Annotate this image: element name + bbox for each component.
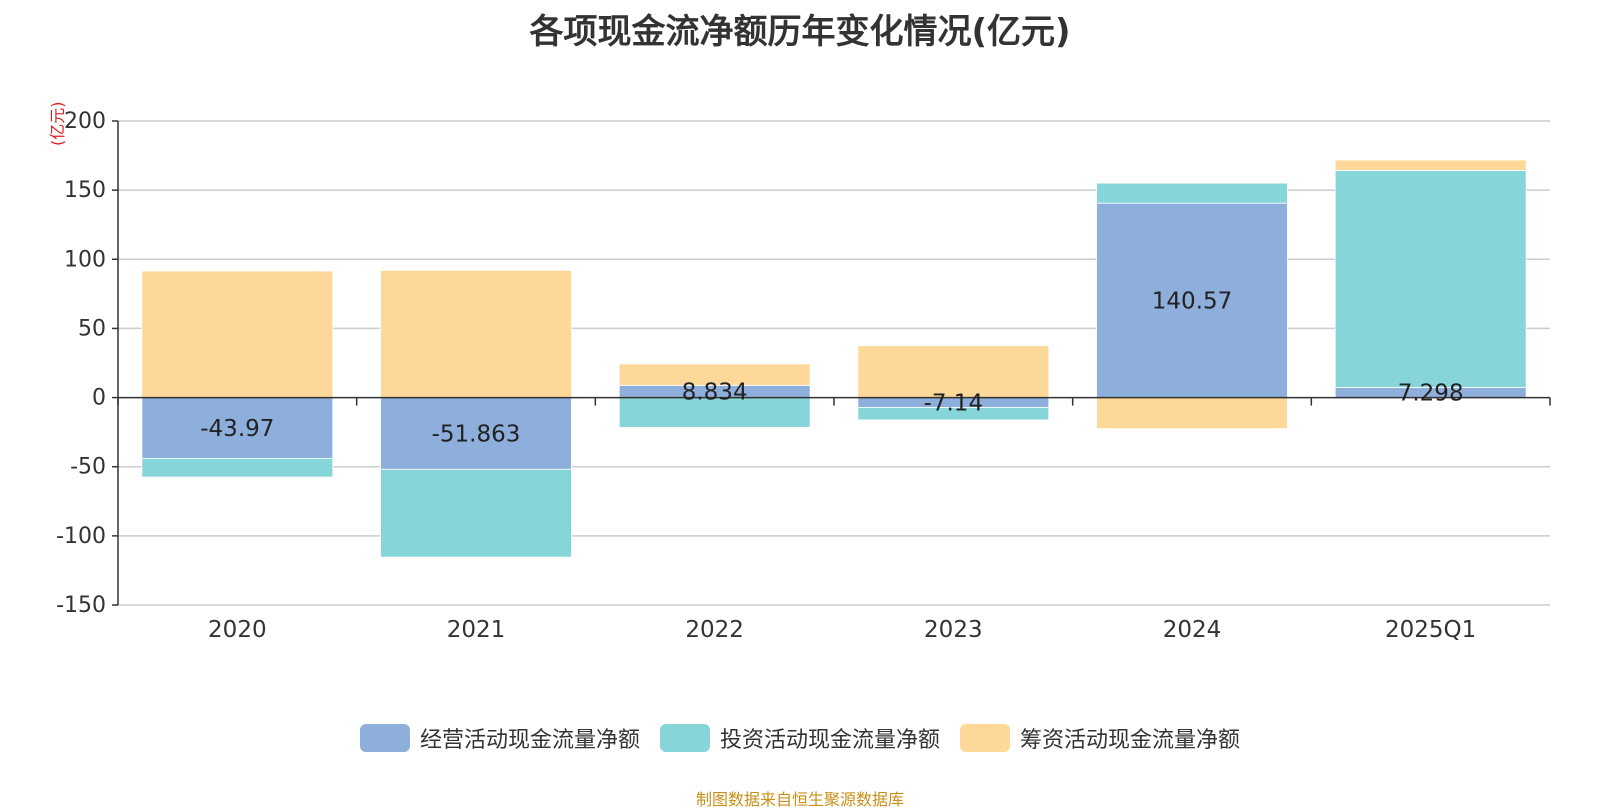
bar-series1-2021[interactable] bbox=[380, 468, 572, 558]
x-tick-label: 2024 bbox=[1163, 617, 1222, 643]
legend-label-financing: 筹资活动现金流量净额 bbox=[1020, 728, 1241, 753]
legend-item-investing[interactable]: 投资活动现金流量净额 bbox=[659, 722, 940, 754]
bar-series0-2021[interactable] bbox=[380, 397, 572, 470]
data-label: 140.57 bbox=[1152, 288, 1232, 314]
x-tick-label: 2023 bbox=[924, 617, 983, 643]
legend: 经营活动现金流量净额 投资活动现金流量净额 筹资活动现金流量净额 bbox=[0, 722, 1600, 754]
legend-label-investing: 投资活动现金流量净额 bbox=[719, 728, 940, 753]
legend-label-operating: 经营活动现金流量净额 bbox=[419, 728, 640, 753]
legend-swatch-operating bbox=[359, 724, 410, 752]
y-tick-label: 0 bbox=[92, 386, 106, 411]
axes: 200 150 100 50 0 -50 -100 -150 2020 2021 2022 2023 2… bbox=[56, 109, 1551, 643]
bar-series2-2020[interactable] bbox=[141, 270, 334, 398]
y-tick-label: -50 bbox=[70, 455, 106, 480]
y-tick-label: 100 bbox=[64, 247, 106, 272]
grid-lines bbox=[118, 120, 1550, 606]
data-label: 7.298 bbox=[1398, 381, 1464, 407]
x-tick-label: 2025Q1 bbox=[1385, 617, 1476, 643]
data-label: -51.863 bbox=[432, 421, 521, 447]
bar-series2-2025Q1[interactable] bbox=[1334, 159, 1527, 171]
data-labels: -43.97 -51.863 8.834 -7.14 140.57 7.298 bbox=[200, 288, 1463, 447]
bar-series1-2020[interactable] bbox=[141, 457, 334, 478]
legend-item-operating[interactable]: 经营活动现金流量净额 bbox=[359, 722, 640, 754]
y-tick-label: -150 bbox=[56, 593, 106, 618]
y-tick-label: 50 bbox=[78, 316, 106, 341]
bar-series0-2024[interactable] bbox=[1096, 202, 1288, 398]
data-source-note: 制图数据来自恒生聚源数据库 bbox=[695, 790, 904, 809]
data-label: -43.97 bbox=[200, 416, 274, 442]
chart-title: 各项现金流净额历年变化情况(亿元) bbox=[529, 12, 1071, 52]
bar-series2-2023[interactable] bbox=[857, 345, 1050, 398]
data-label: 8.834 bbox=[682, 379, 748, 405]
bars bbox=[141, 159, 1527, 558]
bar-series1-2024[interactable] bbox=[1096, 182, 1288, 204]
bar-series2-2024[interactable] bbox=[1096, 397, 1288, 430]
y-tick-label: 200 bbox=[64, 109, 106, 134]
x-tick-label: 2022 bbox=[685, 617, 744, 643]
legend-swatch-financing bbox=[960, 724, 1010, 752]
bar-series1-2022[interactable] bbox=[618, 397, 811, 428]
y-tick-label: 150 bbox=[64, 178, 106, 203]
bar-series2-2021[interactable] bbox=[380, 269, 572, 398]
x-tick-label: 2020 bbox=[208, 617, 267, 643]
bar-series1-2025Q1[interactable] bbox=[1334, 169, 1527, 388]
bar-series2-2022[interactable] bbox=[618, 363, 811, 386]
x-tick-label: 2021 bbox=[447, 617, 506, 643]
legend-item-financing[interactable]: 筹资活动现金流量净额 bbox=[960, 722, 1240, 754]
legend-swatch-investing bbox=[659, 724, 710, 752]
data-label: -7.14 bbox=[924, 391, 984, 417]
y-tick-label: -100 bbox=[56, 524, 106, 549]
bar-series1-2023[interactable] bbox=[857, 407, 1050, 421]
